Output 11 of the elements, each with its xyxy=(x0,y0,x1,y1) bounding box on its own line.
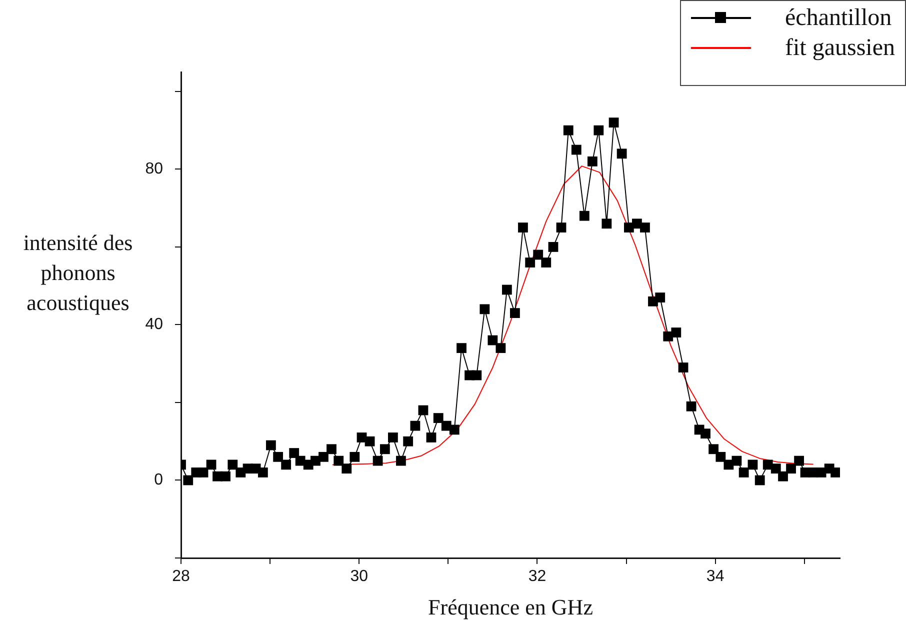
y-tick-label: 80 xyxy=(145,160,164,178)
x-tick-label: 28 xyxy=(172,568,190,586)
x-axis-title: Fréquence en GHz xyxy=(428,594,594,620)
x-tick-label: 32 xyxy=(528,568,546,586)
y-tick-label: 0 xyxy=(154,472,164,489)
legend-label: fit gaussien xyxy=(785,34,895,62)
y-tick-label: 40 xyxy=(145,316,164,334)
x-tick-label: 30 xyxy=(350,568,368,586)
x-tick-label: 34 xyxy=(706,568,724,586)
y-axis-title: intensité des phonons acoustiques xyxy=(22,229,134,317)
legend-label: échantillon xyxy=(785,4,892,32)
